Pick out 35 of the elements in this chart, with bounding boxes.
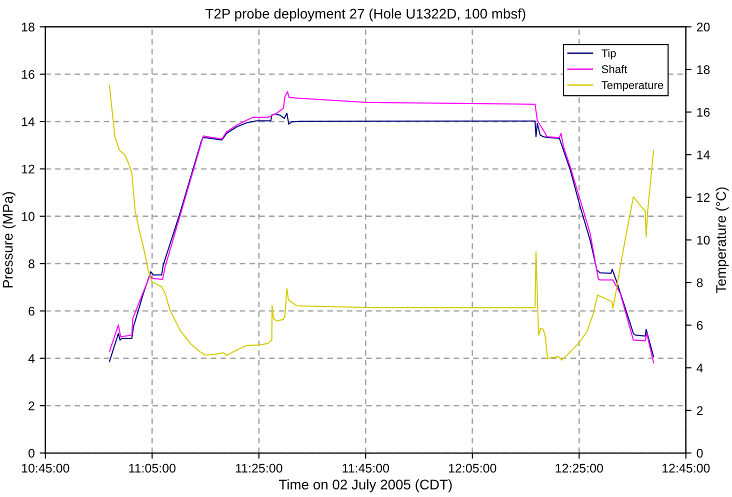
y2-tick-label: 10 [697, 236, 710, 245]
y2-tick-label: 12 [697, 193, 710, 202]
y2-tick-label: 8 [696, 278, 703, 288]
y-axis-title: Pressure (MPa) [2, 192, 16, 288]
legend-label: Tip [602, 49, 616, 60]
x-tick-label: 11:45:00 [342, 464, 390, 473]
chart-title: T2P probe deployment 27 (Hole U1322D, 100 mbsf) [206, 8, 526, 22]
y-tick-label: 4 [28, 354, 35, 363]
y2-tick-label: 16 [697, 108, 710, 117]
y2-tick-label: 0 [696, 448, 703, 458]
y2-tick-label: 6 [696, 320, 703, 330]
y-tick-label: 10 [22, 212, 34, 221]
x-tick-label: 10:45:00 [22, 464, 70, 473]
x-tick-label: 12:45:00 [662, 464, 710, 473]
x-tick-label: 11:25:00 [236, 464, 282, 473]
y-tick-label: 16 [22, 70, 34, 79]
y-tick-label: 6 [28, 306, 34, 316]
y2-axis-title: Temperature (°C) [716, 187, 729, 293]
y2-tick-label: 4 [696, 364, 703, 372]
y-tick-label: 12 [22, 164, 34, 174]
y-tick-label: 0 [28, 448, 34, 458]
y2-tick-label: 18 [697, 65, 710, 74]
y-tick-label: 2 [28, 401, 34, 410]
y-tick-label: 18 [22, 22, 34, 32]
y2-tick-label: 14 [697, 150, 710, 160]
y2-tick-label: 20 [696, 22, 710, 32]
x-tick-label: 12:25:00 [556, 464, 603, 473]
x-tick-label: 11:05:00 [129, 464, 176, 473]
x-tick-label: 12:05:00 [449, 464, 496, 473]
legend-label: Temperature [602, 81, 664, 92]
legend-label: Shaft [602, 64, 628, 74]
x-axis-title: Time on 02 July 2005 (CDT) [278, 479, 452, 492]
y-tick-label: 8 [28, 259, 34, 268]
y-tick-label: 14 [22, 117, 35, 126]
y2-tick-label: 2 [696, 406, 703, 415]
